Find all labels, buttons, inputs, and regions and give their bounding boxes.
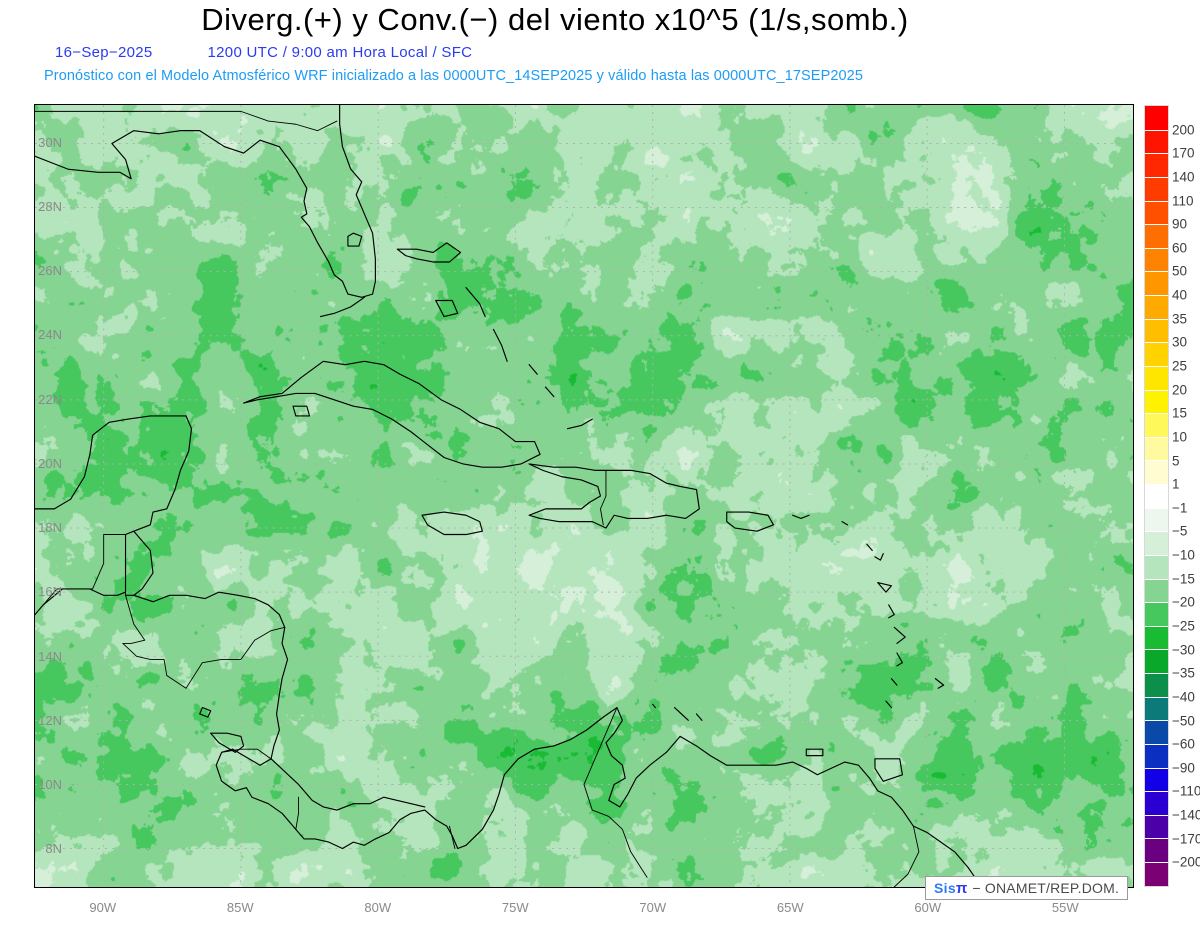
colorbar [1144, 105, 1169, 887]
x-tick-label: 80W [364, 900, 392, 915]
subtitle-model: Pronóstico con el Modelo Atmosférico WRF… [44, 68, 864, 84]
colorbar-swatch [1145, 460, 1168, 484]
colorbar-swatch [1145, 838, 1168, 862]
colorbar-swatch [1145, 767, 1168, 792]
colorbar-swatch [1145, 507, 1168, 532]
sispi-logo-pi: π [955, 879, 968, 897]
colorbar-tick-label: −20 [1172, 594, 1195, 610]
colorbar-swatch [1145, 862, 1168, 886]
y-tick-label: 16N [38, 584, 62, 600]
y-tick-label: 30N [38, 134, 62, 150]
colorbar-tick-label: −90 [1172, 760, 1195, 776]
colorbar-tick-label: 200 [1172, 122, 1195, 138]
colorbar-tick-label: 10 [1172, 429, 1188, 445]
colorbar-tick-label: −15 [1172, 571, 1195, 587]
y-tick-label: 8N [45, 841, 62, 857]
y-tick-label: 14N [38, 648, 62, 664]
colorbar-tick-label: 15 [1172, 405, 1188, 421]
colorbar-tick-label: −110 [1172, 783, 1200, 799]
colorbar-swatch [1145, 224, 1168, 248]
y-tick-label: 24N [38, 327, 62, 343]
y-tick-label: 18N [38, 520, 62, 536]
colorbar-swatch [1145, 436, 1168, 461]
y-tick-label: 22N [38, 391, 62, 407]
x-tick-label: 70W [639, 900, 667, 915]
subtitle-time: 1200 UTC / 9:00 am Hora Local / SFC [207, 44, 473, 61]
x-tick-label: 65W [776, 900, 804, 915]
colorbar-tick-label: 5 [1172, 453, 1180, 469]
colorbar-tick-label: −40 [1172, 689, 1195, 705]
attribution-org: − ONAMET/REP.DOM. [972, 880, 1120, 896]
colorbar-swatch [1145, 413, 1168, 437]
colorbar-swatch [1145, 271, 1168, 295]
colorbar-tick-label: 1 [1172, 476, 1180, 492]
colorbar-swatch [1145, 649, 1168, 673]
colorbar-tick-label: −1 [1172, 500, 1188, 516]
colorbar-swatch [1145, 673, 1168, 697]
colorbar-tick-label: 140 [1172, 169, 1195, 185]
colorbar-swatch [1145, 247, 1168, 272]
divergence-shading-layer [35, 105, 1133, 887]
colorbar-tick-label: −5 [1172, 523, 1188, 539]
colorbar-swatch [1145, 743, 1168, 768]
colorbar-tick-label: 20 [1172, 382, 1188, 398]
colorbar-swatch [1145, 625, 1168, 650]
colorbar-swatch [1145, 554, 1168, 579]
subtitle-datetime: 16−Sep−2025 1200 UTC / 9:00 am Hora Loca… [55, 44, 472, 61]
colorbar-tick-label: −170 [1172, 831, 1200, 847]
colorbar-tick-label: −60 [1172, 736, 1195, 752]
colorbar-swatch [1145, 484, 1168, 508]
colorbar-tick-label: 30 [1172, 334, 1188, 350]
colorbar-swatch [1145, 318, 1168, 343]
colorbar-swatch [1145, 791, 1168, 815]
colorbar-tick-label: −200 [1172, 854, 1200, 870]
y-tick-label: 28N [38, 198, 62, 214]
colorbar-swatch [1145, 200, 1168, 225]
y-tick-label: 10N [38, 777, 62, 793]
colorbar-swatch [1145, 153, 1168, 177]
colorbar-tick-label: 40 [1172, 287, 1188, 303]
page-title: Diverg.(+) y Conv.(−) del viento x10^5 (… [201, 2, 909, 37]
colorbar-tick-label: −140 [1172, 807, 1200, 823]
x-tick-label: 85W [226, 900, 254, 915]
coastline-layer [35, 105, 980, 887]
colorbar-tick-label: 170 [1172, 145, 1195, 161]
sispi-logo-text: Sis [934, 880, 956, 896]
colorbar-swatch [1145, 720, 1168, 744]
attribution-box: Sis π − ONAMET/REP.DOM. [925, 876, 1129, 900]
colorbar-swatch [1145, 176, 1168, 201]
colorbar-tick-label: 25 [1172, 358, 1188, 374]
x-tick-label: 55W [1051, 900, 1079, 915]
colorbar-tick-label: −35 [1172, 665, 1195, 681]
colorbar-tick-label: −25 [1172, 618, 1195, 634]
y-tick-label: 20N [38, 455, 62, 471]
colorbar-swatch [1145, 295, 1168, 319]
colorbar-tick-label: 110 [1172, 193, 1194, 209]
colorbar-tick-label: 60 [1172, 240, 1188, 256]
colorbar-swatch [1145, 389, 1168, 414]
colorbar-swatch [1145, 814, 1168, 839]
lat-lon-gridlines [35, 105, 1133, 887]
y-tick-label: 12N [38, 712, 62, 728]
colorbar-swatch [1145, 365, 1168, 390]
y-tick-label: 26N [38, 263, 62, 279]
x-tick-label: 75W [501, 900, 529, 915]
colorbar-tick-label: 90 [1172, 216, 1188, 232]
colorbar-tick-label: −50 [1172, 713, 1195, 729]
x-tick-label: 90W [89, 900, 117, 915]
colorbar-swatch [1145, 106, 1168, 130]
colorbar-swatch [1145, 602, 1168, 626]
colorbar-swatch [1145, 578, 1168, 603]
colorbar-tick-label: 35 [1172, 311, 1188, 327]
colorbar-tick-label: 50 [1172, 263, 1188, 279]
colorbar-swatch [1145, 696, 1168, 721]
colorbar-tick-label: −10 [1172, 547, 1195, 563]
colorbar-swatch [1145, 531, 1168, 555]
map-plot-area [34, 104, 1134, 888]
subtitle-date: 16−Sep−2025 [55, 44, 153, 61]
colorbar-swatch [1145, 129, 1168, 154]
x-tick-label: 60W [914, 900, 942, 915]
colorbar-tick-label: −30 [1172, 642, 1195, 658]
colorbar-swatch [1145, 342, 1168, 366]
